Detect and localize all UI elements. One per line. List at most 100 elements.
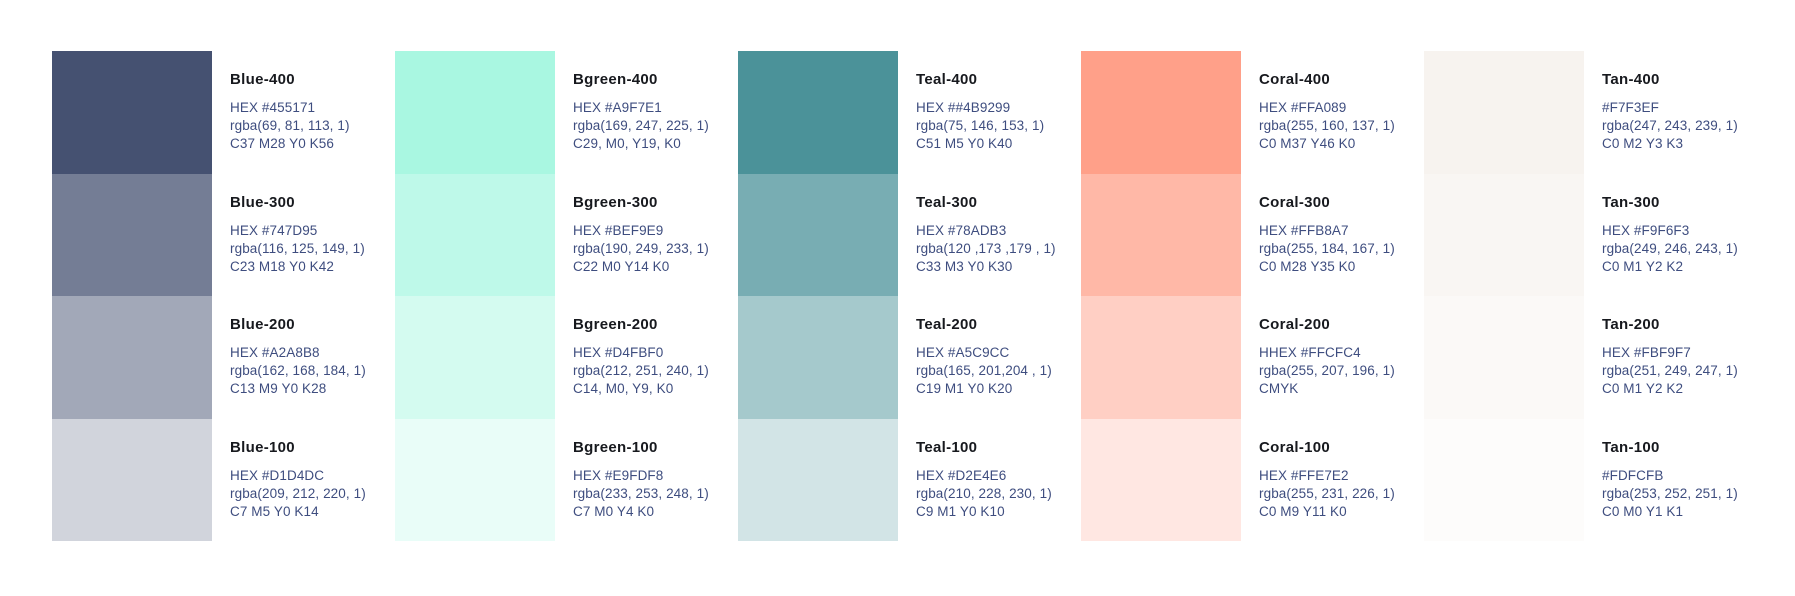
shade-hex: HEX #A2A8B8 — [230, 345, 320, 360]
swatch-tan-100 — [1424, 418, 1584, 541]
shade-info-bgreen-100: Bgreen-100 HEX #E9FDF8 rgba(233, 253, 24… — [573, 419, 738, 542]
shade-name: Tan-400 — [1602, 71, 1660, 88]
swatch-teal-300 — [738, 173, 898, 296]
color-family-coral: Coral-400 HEX #FFA089 rgba(255, 160, 137… — [1081, 51, 1424, 541]
shade-info-coral-200: Coral-200 HHEX #FFCFC4 rgba(255, 207, 19… — [1259, 296, 1424, 419]
shade-hex: HEX #FBF9F7 — [1602, 345, 1691, 360]
swatch-tan-300 — [1424, 173, 1584, 296]
shade-hex: HEX #D4FBF0 — [573, 345, 664, 360]
shade-hex: HEX #A9F7E1 — [573, 100, 662, 115]
shade-rgba: rgba(255, 207, 196, 1) — [1259, 363, 1395, 378]
shade-cmyk: C0 M0 Y1 K1 — [1602, 503, 1684, 519]
swatch-tan-400 — [1424, 51, 1584, 174]
shade-rgba: rgba(249, 246, 243, 1) — [1602, 240, 1738, 256]
shade-info-blue-200: Blue-200 HEX #A2A8B8 rgba(162, 168, 184,… — [230, 296, 395, 419]
shade-cmyk: C0 M9 Y11 K0 — [1259, 503, 1347, 519]
shade-hex: HEX #F9F6F3 — [1602, 222, 1690, 238]
shade-cmyk: C7 M5 Y0 K14 — [230, 503, 319, 519]
shade-rgba: rgba(255, 160, 137, 1) — [1259, 118, 1395, 133]
shade-rgba: rgba(165, 201,204 , 1) — [916, 363, 1052, 378]
swatch-strip-coral — [1081, 51, 1241, 541]
shade-info-coral-100: Coral-100 HEX #FFE7E2 rgba(255, 231, 226… — [1259, 419, 1424, 542]
shade-cmyk: CMYK — [1259, 381, 1299, 396]
shade-rgba: rgba(120 ,173 ,179 , 1) — [916, 240, 1056, 256]
shade-cmyk: C22 M0 Y14 K0 — [573, 258, 670, 274]
color-family-bgreen: Bgreen-400 HEX #A9F7E1 rgba(169, 247, 22… — [395, 51, 738, 541]
shade-info-blue-100: Blue-100 HEX #D1D4DC rgba(209, 212, 220,… — [230, 419, 395, 542]
swatch-coral-200 — [1081, 296, 1241, 419]
shade-name: Coral-100 — [1259, 438, 1331, 456]
shade-rgba: rgba(69, 81, 113, 1) — [230, 118, 350, 133]
shade-rgba: rgba(253, 252, 251, 1) — [1602, 485, 1738, 501]
info-column-blue: Blue-400 HEX #455171 rgba(69, 81, 113, 1… — [230, 51, 395, 541]
shade-info-teal-200: Teal-200 HEX #A5C9CC rgba(165, 201,204 ,… — [916, 296, 1081, 419]
swatch-teal-400 — [738, 51, 898, 174]
shade-name: Tan-100 — [1602, 438, 1660, 456]
shade-cmyk: C0 M1 Y2 K2 — [1602, 381, 1684, 396]
shade-hex: HEX #455171 — [230, 100, 316, 115]
shade-hex: HEX ##4B9299 — [916, 100, 1011, 115]
shade-hex: HEX #747D95 — [230, 222, 318, 238]
info-column-bgreen: Bgreen-400 HEX #A9F7E1 rgba(169, 247, 22… — [573, 51, 738, 541]
shade-rgba: rgba(255, 231, 226, 1) — [1259, 485, 1395, 501]
shade-name: Blue-300 — [230, 193, 295, 211]
swatch-blue-300 — [52, 173, 212, 296]
shade-name: Bgreen-100 — [573, 438, 658, 456]
shade-rgba: rgba(209, 212, 220, 1) — [230, 485, 366, 501]
shade-cmyk: C14, M0, Y9, K0 — [573, 381, 674, 396]
shade-rgba: rgba(190, 249, 233, 1) — [573, 240, 709, 256]
swatch-blue-200 — [52, 296, 212, 419]
shade-info-tan-200: Tan-200 HEX #FBF9F7 rgba(251, 249, 247, … — [1602, 296, 1767, 419]
shade-cmyk: C9 M1 Y0 K10 — [916, 503, 1005, 519]
color-family-tan: Tan-400 #F7F3EF rgba(247, 243, 239, 1) C… — [1424, 51, 1767, 541]
swatch-strip-teal — [738, 51, 898, 541]
shade-name: Teal-400 — [916, 71, 978, 88]
info-column-teal: Teal-400 HEX ##4B9299 rgba(75, 146, 153,… — [916, 51, 1081, 541]
shade-name: Coral-200 — [1259, 316, 1331, 333]
shade-info-coral-300: Coral-300 HEX #FFB8A7 rgba(255, 184, 167… — [1259, 174, 1424, 297]
swatch-bgreen-300 — [395, 173, 555, 296]
swatch-coral-100 — [1081, 418, 1241, 541]
shade-info-tan-400: Tan-400 #F7F3EF rgba(247, 243, 239, 1) C… — [1602, 51, 1767, 174]
shade-hex: HEX #FFA089 — [1259, 100, 1347, 115]
info-column-tan: Tan-400 #F7F3EF rgba(247, 243, 239, 1) C… — [1602, 51, 1767, 541]
shade-cmyk: C29, M0, Y19, K0 — [573, 136, 681, 151]
shade-info-tan-300: Tan-300 HEX #F9F6F3 rgba(249, 246, 243, … — [1602, 174, 1767, 297]
shade-name: Blue-100 — [230, 438, 295, 456]
shade-hex: HEX #A5C9CC — [916, 345, 1010, 360]
shade-rgba: rgba(212, 251, 240, 1) — [573, 363, 709, 378]
shade-rgba: rgba(162, 168, 184, 1) — [230, 363, 366, 378]
shade-name: Teal-300 — [916, 193, 978, 211]
shade-cmyk: C0 M2 Y3 K3 — [1602, 136, 1684, 151]
swatch-blue-100 — [52, 418, 212, 541]
swatch-bgreen-100 — [395, 418, 555, 541]
shade-rgba: rgba(169, 247, 225, 1) — [573, 118, 709, 133]
shade-name: Coral-400 — [1259, 71, 1331, 88]
shade-name: Bgreen-300 — [573, 193, 658, 211]
shade-name: Bgreen-200 — [573, 316, 658, 333]
shade-info-bgreen-400: Bgreen-400 HEX #A9F7E1 rgba(169, 247, 22… — [573, 51, 738, 174]
shade-hex: HEX #FFB8A7 — [1259, 222, 1349, 238]
shade-hex: #F7F3EF — [1602, 100, 1659, 115]
shade-name: Teal-200 — [916, 316, 978, 333]
shade-name: Bgreen-400 — [573, 71, 658, 88]
shade-info-blue-300: Blue-300 HEX #747D95 rgba(116, 125, 149,… — [230, 174, 395, 297]
shade-name: Teal-100 — [916, 438, 978, 456]
swatch-strip-tan — [1424, 51, 1584, 541]
shade-cmyk: C0 M28 Y35 K0 — [1259, 258, 1356, 274]
shade-rgba: rgba(116, 125, 149, 1) — [230, 240, 365, 256]
shade-cmyk: C13 M9 Y0 K28 — [230, 381, 327, 396]
info-column-coral: Coral-400 HEX #FFA089 rgba(255, 160, 137… — [1259, 51, 1424, 541]
shade-name: Tan-200 — [1602, 316, 1660, 333]
swatch-teal-100 — [738, 418, 898, 541]
shade-hex: HEX #D2E4E6 — [916, 467, 1007, 483]
shade-cmyk: C0 M37 Y46 K0 — [1259, 136, 1356, 151]
color-family-blue: Blue-400 HEX #455171 rgba(69, 81, 113, 1… — [52, 51, 395, 541]
shade-cmyk: C33 M3 Y0 K30 — [916, 258, 1013, 274]
shade-info-teal-400: Teal-400 HEX ##4B9299 rgba(75, 146, 153,… — [916, 51, 1081, 174]
swatch-blue-400 — [52, 51, 212, 174]
shade-cmyk: C37 M28 Y0 K56 — [230, 136, 334, 151]
shade-rgba: rgba(210, 228, 230, 1) — [916, 485, 1052, 501]
swatch-coral-400 — [1081, 51, 1241, 174]
shade-name: Blue-400 — [230, 71, 295, 88]
